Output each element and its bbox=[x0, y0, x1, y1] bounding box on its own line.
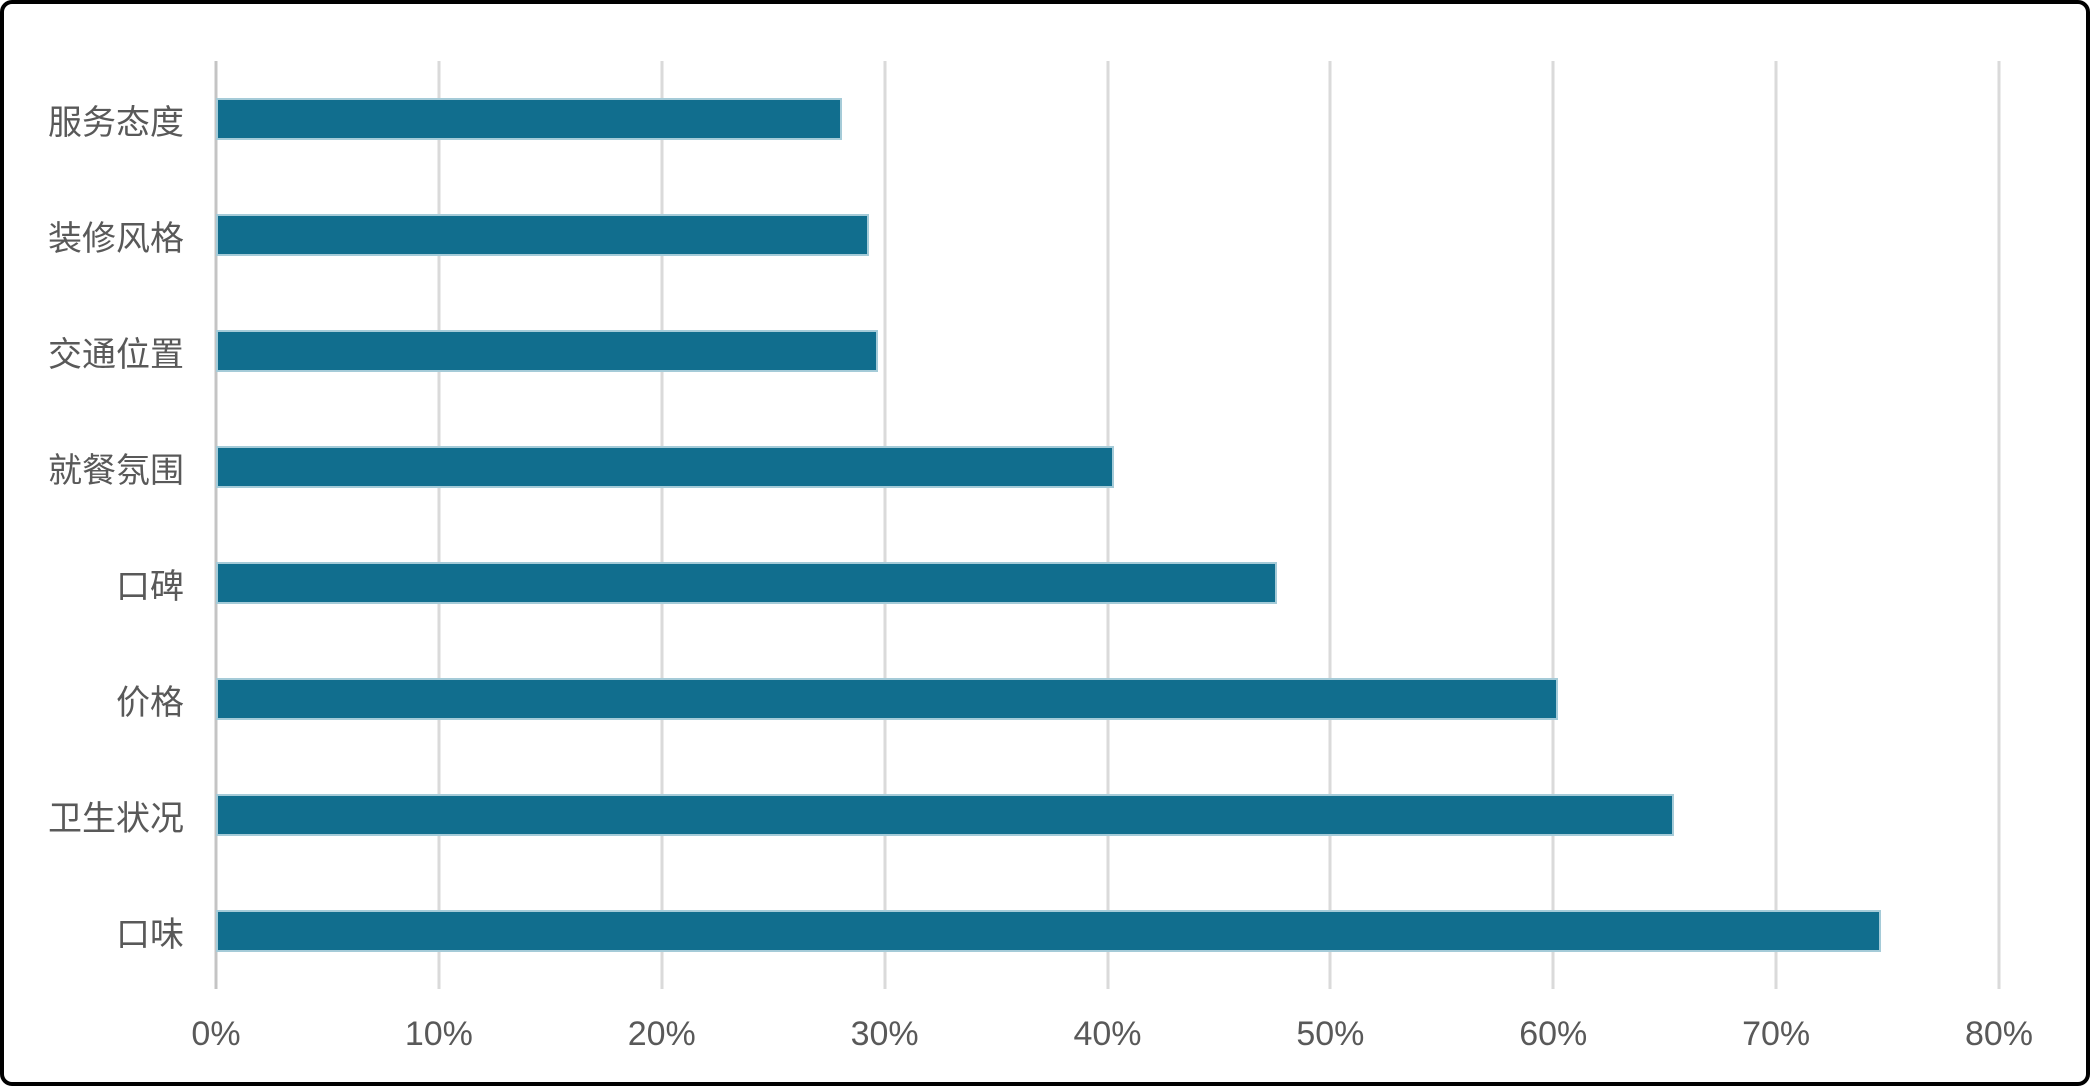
gridline-20 bbox=[660, 61, 664, 989]
bar-2 bbox=[216, 214, 870, 256]
bar-7 bbox=[216, 794, 1674, 836]
bar-4 bbox=[216, 446, 1115, 488]
category-label-6: 价格 bbox=[116, 683, 184, 722]
x-tick-label-0: 0% bbox=[191, 1015, 241, 1053]
x-tick-label-70: 70% bbox=[1742, 1015, 1811, 1053]
bar-1 bbox=[216, 98, 843, 140]
axis-line bbox=[214, 61, 218, 989]
category-label-2: 装修风格 bbox=[48, 219, 184, 258]
value-axis: 0% 10% 20% 30% 40% 50% 60% 70% 80% bbox=[191, 1004, 2033, 1068]
gridline-50 bbox=[1328, 61, 1332, 989]
x-tick-label-20: 20% bbox=[627, 1015, 696, 1053]
category-label-8: 口味 bbox=[116, 915, 184, 954]
x-tick-label-10: 10% bbox=[404, 1015, 473, 1053]
x-tick-label-80: 80% bbox=[1964, 1015, 2034, 1053]
gridline-10 bbox=[437, 61, 441, 989]
category-axis: 服务态度装修风格交通位置就餐氛围口碑价格卫生状况口味 bbox=[4, 61, 216, 989]
x-tick-label-30: 30% bbox=[850, 1015, 919, 1053]
bar-8 bbox=[216, 910, 1881, 952]
gridline-40 bbox=[1106, 61, 1109, 989]
category-label-4: 就餐氛围 bbox=[48, 451, 184, 490]
gridline-30 bbox=[883, 61, 887, 989]
x-tick-label-40: 40% bbox=[1073, 1015, 1142, 1053]
category-label-1: 服务态度 bbox=[48, 103, 184, 142]
category-label-3: 交通位置 bbox=[48, 335, 184, 374]
x-tick-label-60: 60% bbox=[1519, 1015, 1588, 1053]
bar-3 bbox=[216, 330, 878, 372]
category-label-5: 口碑 bbox=[116, 567, 184, 606]
bar-6 bbox=[216, 678, 1558, 720]
category-label-7: 卫生状况 bbox=[48, 799, 184, 838]
gridline-80 bbox=[1997, 61, 2001, 989]
plot-area bbox=[214, 61, 2001, 989]
gridline-60 bbox=[1551, 61, 1555, 989]
gridline-70 bbox=[1774, 61, 1778, 989]
bar-5 bbox=[216, 562, 1277, 604]
x-tick-label-50: 50% bbox=[1296, 1015, 1365, 1053]
